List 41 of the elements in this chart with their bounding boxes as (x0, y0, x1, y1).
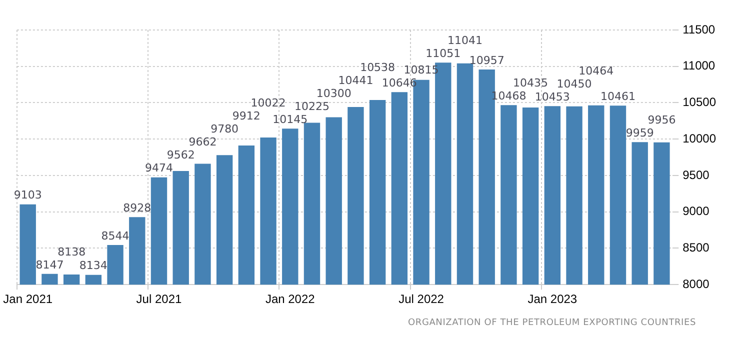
y-tick-label: 10000 (682, 131, 716, 146)
x-tick-label: Jul 2022 (398, 292, 444, 306)
x-tick-label: Jan 2021 (3, 292, 53, 306)
data-label: 9474 (144, 162, 173, 175)
y-tick-label: 11500 (682, 22, 716, 36)
data-label: 10022 (250, 96, 286, 110)
data-label: 9956 (648, 113, 676, 126)
data-label: 8134 (79, 259, 108, 272)
data-label: 10461 (600, 90, 636, 103)
data-label: 8147 (36, 258, 64, 272)
data-label: 9780 (210, 122, 239, 136)
data-label: 10300 (316, 86, 352, 100)
text: ORGANIZATION OF THE PETROLEUM EXPORTING COUNTRIES (408, 318, 696, 328)
data-label: 11051 (426, 47, 461, 60)
data-label: 10435 (513, 76, 548, 90)
x-tick-label: Jan 2022 (265, 292, 316, 306)
data-label: 10453 (534, 90, 570, 104)
x-tick-label: Jul 2021 (136, 292, 182, 306)
data-label: 10538 (360, 60, 396, 74)
data-label: 10957 (469, 54, 504, 67)
data-label: 10225 (294, 100, 330, 113)
data-label: 10441 (338, 74, 374, 87)
y-tick-label: 9000 (682, 204, 710, 218)
y-tick-label: 9500 (682, 168, 710, 182)
data-label: 8928 (123, 201, 152, 214)
data-label: 8544 (101, 229, 130, 242)
data-label: 10145 (272, 112, 308, 126)
y-tick-label: 8000 (682, 276, 710, 291)
data-label: 8138 (58, 245, 86, 258)
y-tick-label: 11000 (682, 58, 716, 73)
data-label: 10450 (556, 78, 592, 91)
data-label: 9959 (626, 126, 654, 140)
x-tick-label: Jan 2023 (528, 292, 578, 306)
y-tick-label: 10500 (682, 95, 716, 110)
data-label: 11041 (447, 34, 482, 48)
data-label: 9662 (188, 136, 217, 149)
data-label: 9562 (166, 148, 195, 162)
data-label: 9103 (14, 188, 42, 202)
data-label: 9912 (232, 110, 260, 123)
y-tick-label: 8500 (682, 240, 710, 255)
data-label: 10464 (578, 64, 614, 78)
